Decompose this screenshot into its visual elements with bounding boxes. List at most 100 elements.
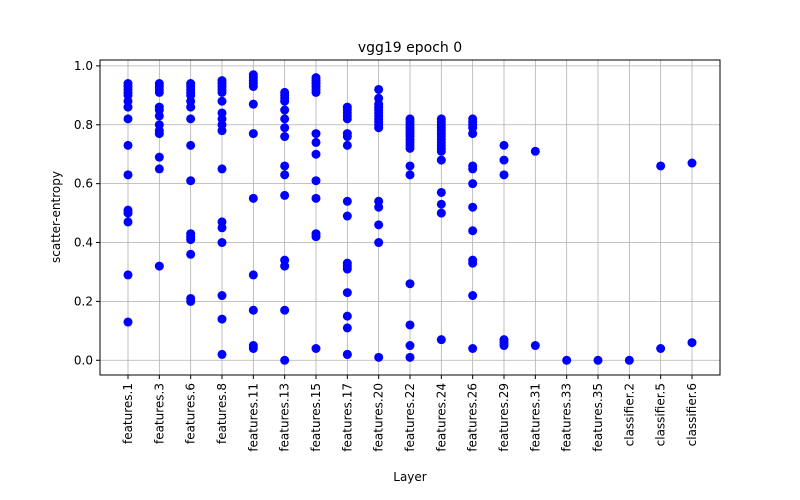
data-point [436, 199, 446, 209]
x-tick-label: features.26 [466, 383, 480, 452]
data-point [280, 261, 290, 271]
data-point [123, 114, 133, 124]
data-point [342, 264, 352, 274]
data-point [280, 170, 290, 180]
data-point [656, 344, 666, 354]
data-points [123, 70, 697, 365]
data-point [123, 170, 133, 180]
x-tick-label: features.3 [152, 383, 166, 444]
data-point [280, 305, 290, 315]
data-point [217, 87, 227, 97]
data-point [154, 261, 164, 271]
data-point [342, 114, 352, 124]
data-point [280, 105, 290, 115]
x-tick-label: classifier.5 [654, 383, 668, 446]
data-point [154, 111, 164, 121]
data-point [248, 270, 258, 280]
data-point [248, 129, 258, 139]
data-point [593, 355, 603, 365]
data-point [342, 349, 352, 359]
data-point [530, 146, 540, 156]
x-tick-label: features.17 [340, 383, 354, 452]
data-point [468, 164, 478, 174]
y-tick-label: 0.0 [74, 353, 93, 367]
data-point [217, 314, 227, 324]
x-tick-label: features.8 [215, 383, 229, 444]
data-point [311, 149, 321, 159]
data-point [280, 96, 290, 106]
x-tick-label: features.11 [246, 383, 260, 452]
data-point [499, 341, 509, 351]
data-point [280, 161, 290, 171]
data-point [154, 164, 164, 174]
data-point [436, 335, 446, 345]
data-point [342, 132, 352, 142]
data-point [217, 238, 227, 248]
data-point [499, 155, 509, 165]
data-point [311, 129, 321, 139]
data-point [311, 232, 321, 242]
data-point [687, 158, 697, 168]
x-tick-label: features.29 [497, 383, 511, 452]
data-point [405, 341, 415, 351]
data-point [186, 249, 196, 259]
data-point [154, 129, 164, 139]
data-point [248, 81, 258, 91]
data-point [562, 355, 572, 365]
x-tick-label: features.24 [434, 383, 448, 452]
data-point [280, 132, 290, 142]
data-point [342, 196, 352, 206]
y-tick-label: 0.8 [74, 118, 93, 132]
data-point [311, 87, 321, 97]
data-point [468, 179, 478, 189]
data-point [374, 238, 384, 248]
data-point [186, 114, 196, 124]
data-point [311, 193, 321, 203]
data-point [123, 140, 133, 150]
chart-title: vgg19 epoch 0 [358, 40, 462, 56]
y-axis-label: scatter-entropy [49, 171, 63, 263]
data-point [405, 161, 415, 171]
data-point [186, 176, 196, 186]
data-point [217, 223, 227, 233]
data-point [186, 235, 196, 245]
data-point [248, 99, 258, 109]
data-point [405, 279, 415, 289]
data-point [656, 161, 666, 171]
x-tick-label: classifier.2 [622, 383, 636, 446]
data-point [405, 143, 415, 153]
data-point [436, 155, 446, 165]
data-point [499, 170, 509, 180]
y-tick-label: 0.4 [74, 236, 93, 250]
data-point [374, 352, 384, 362]
data-point [436, 187, 446, 197]
data-point [154, 87, 164, 97]
x-tick-label: features.13 [278, 383, 292, 452]
data-point [468, 202, 478, 212]
x-tick-label: classifier.6 [685, 383, 699, 446]
data-point [186, 296, 196, 306]
data-point [468, 129, 478, 139]
data-point [123, 102, 133, 112]
data-point [311, 137, 321, 147]
data-point [405, 352, 415, 362]
data-point [342, 288, 352, 298]
data-point [280, 355, 290, 365]
data-point [436, 208, 446, 218]
data-point [374, 84, 384, 94]
data-point [436, 146, 446, 156]
x-tick-label: features.1 [121, 383, 135, 444]
data-point [530, 341, 540, 351]
y-tick-label: 0.6 [74, 177, 93, 191]
data-point [342, 323, 352, 333]
data-point [374, 220, 384, 230]
y-tick-label: 0.2 [74, 294, 93, 308]
data-point [342, 311, 352, 321]
data-point [687, 338, 697, 348]
data-point [499, 140, 509, 150]
data-point [468, 344, 478, 354]
data-point [248, 193, 258, 203]
data-point [123, 270, 133, 280]
x-tick-label: features.15 [309, 383, 323, 452]
